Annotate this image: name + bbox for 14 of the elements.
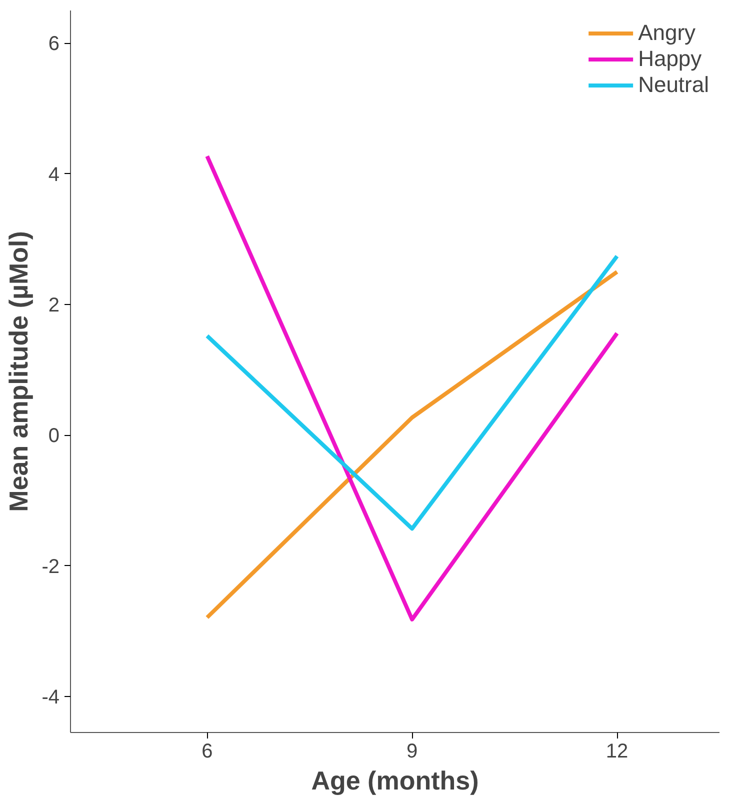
y-tick-label: 4: [48, 164, 60, 186]
x-tick-label: 6: [202, 740, 213, 762]
x-tick-label: 12: [606, 740, 628, 762]
y-tick-label: 0: [48, 425, 60, 448]
y-tick-label: -4: [42, 686, 60, 709]
legend-label: Happy: [638, 46, 702, 72]
y-tick-label: 6: [48, 33, 60, 56]
y-tick-label: -2: [42, 556, 60, 578]
y-tick-label: 2: [48, 294, 60, 317]
x-tick-label: 9: [406, 740, 418, 762]
y-axis-title: Mean amplitude (µMol): [4, 231, 34, 512]
legend-label: Neutral: [638, 72, 709, 98]
legend-label: Angry: [638, 20, 696, 46]
x-axis-title: Age (months): [311, 766, 479, 796]
